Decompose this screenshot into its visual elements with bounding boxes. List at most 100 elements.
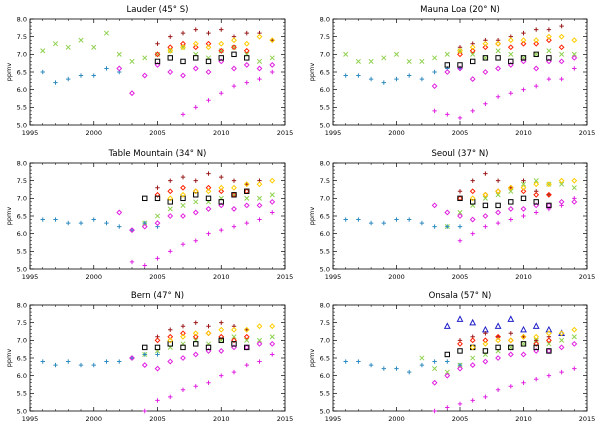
- data-point: [218, 337, 224, 344]
- data-point: [507, 37, 514, 44]
- series-5-triangle: [443, 315, 566, 336]
- data-point: [155, 352, 160, 357]
- data-point: [244, 195, 250, 201]
- data-point: [470, 398, 475, 403]
- data-point: [117, 224, 122, 229]
- data-point: [231, 192, 237, 198]
- data-point: [180, 174, 186, 180]
- data-point: [393, 51, 400, 57]
- data-point: [558, 33, 565, 40]
- data-point: [495, 94, 501, 99]
- data-point: [444, 62, 451, 68]
- data-point: [545, 58, 552, 65]
- data-point: [571, 334, 577, 340]
- data-point: [104, 359, 109, 364]
- y-tick-label: 5.0: [17, 265, 27, 273]
- y-tick-label: 8.0: [320, 159, 330, 167]
- data-point: [482, 55, 488, 61]
- y-tick-label: 5.0: [320, 121, 330, 129]
- series-1-x: [343, 48, 577, 64]
- data-point: [559, 203, 564, 208]
- data-point: [129, 355, 135, 361]
- data-point: [508, 51, 514, 57]
- data-point: [470, 231, 475, 236]
- data-point: [218, 326, 225, 333]
- data-point: [508, 199, 514, 205]
- data-point: [129, 259, 135, 265]
- data-point: [407, 73, 412, 78]
- series-4-+: [142, 352, 275, 414]
- data-point: [154, 191, 161, 198]
- data-point: [192, 40, 199, 47]
- data-point: [419, 355, 425, 361]
- data-point: [521, 30, 526, 36]
- data-point: [572, 66, 577, 71]
- data-point: [154, 51, 161, 58]
- y-axis-label: ppmv: [308, 207, 316, 226]
- x-tick-label: 2005: [149, 415, 166, 423]
- data-point: [53, 217, 58, 222]
- data-point: [469, 362, 476, 368]
- data-point: [482, 348, 489, 354]
- panel-title: Table Mountain (34° N): [108, 149, 207, 159]
- series-7-square: [457, 195, 552, 209]
- series-4-+: [180, 69, 275, 117]
- data-point: [231, 206, 237, 212]
- data-point: [270, 210, 275, 215]
- data-point: [40, 359, 45, 364]
- data-point: [545, 348, 552, 354]
- data-point: [343, 359, 348, 364]
- data-point: [256, 33, 263, 40]
- data-point: [269, 55, 275, 61]
- data-point: [571, 54, 578, 61]
- data-point: [444, 209, 451, 216]
- data-point: [368, 220, 374, 226]
- plot-frame: [29, 304, 286, 412]
- data-point: [356, 73, 361, 78]
- data-point: [343, 51, 349, 57]
- series-9-diamond: [469, 326, 578, 351]
- data-point: [180, 202, 186, 208]
- data-point: [469, 195, 476, 202]
- series-7-square: [154, 51, 250, 65]
- data-point: [508, 58, 514, 65]
- data-point: [545, 330, 552, 337]
- data-point: [231, 44, 237, 51]
- data-point: [470, 199, 476, 205]
- data-point: [508, 384, 513, 389]
- data-point: [571, 326, 578, 333]
- data-point: [356, 359, 361, 364]
- data-point: [116, 209, 123, 216]
- y-tick-label: 5.5: [320, 104, 330, 112]
- data-point: [129, 58, 135, 64]
- data-point: [244, 188, 250, 194]
- data-point: [193, 320, 198, 325]
- data-point: [534, 377, 539, 382]
- data-point: [432, 408, 437, 414]
- data-point: [205, 44, 212, 51]
- data-point: [520, 333, 527, 340]
- data-point: [546, 192, 552, 197]
- data-point: [180, 330, 186, 337]
- panel-title: Lauder (45° S): [127, 5, 189, 15]
- data-point: [381, 55, 387, 61]
- data-point: [571, 198, 578, 205]
- data-point: [431, 379, 438, 386]
- data-point: [257, 359, 262, 364]
- data-point: [406, 58, 412, 64]
- data-point: [572, 366, 577, 371]
- data-point: [40, 217, 45, 222]
- data-point: [167, 48, 173, 54]
- data-point: [180, 387, 186, 392]
- data-point: [394, 76, 399, 82]
- data-point: [231, 369, 237, 375]
- series-3-diamond: [431, 54, 578, 90]
- series-7-square: [444, 51, 552, 68]
- data-point: [192, 351, 199, 358]
- data-point: [546, 348, 552, 354]
- data-point: [167, 358, 174, 365]
- data-point: [558, 44, 565, 51]
- data-point: [507, 62, 514, 68]
- data-point: [154, 220, 161, 226]
- data-point: [520, 55, 527, 61]
